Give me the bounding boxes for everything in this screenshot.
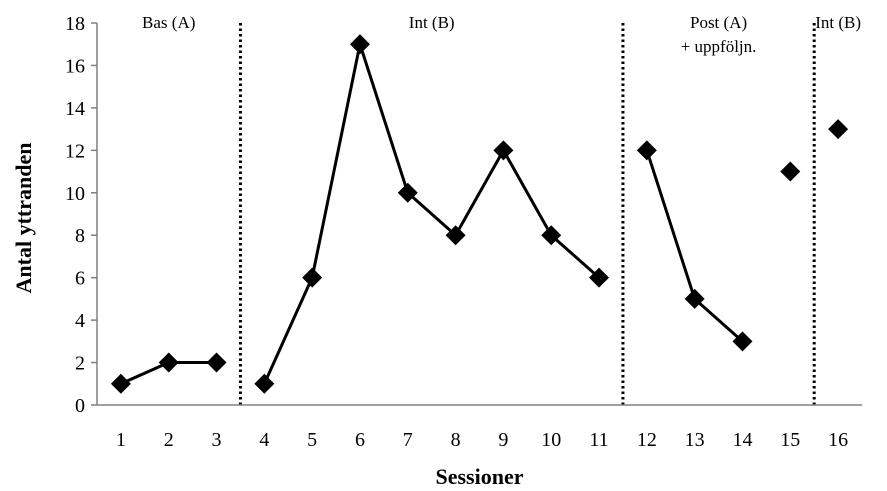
- axes: [91, 22, 862, 406]
- x-tick-label: 15: [780, 429, 800, 451]
- x-axis-title: Sessioner: [436, 464, 524, 489]
- phase-label-line: Int (B): [409, 13, 455, 32]
- data-point: [302, 267, 323, 288]
- x-tick-label: 6: [355, 429, 365, 451]
- data-point: [541, 225, 562, 246]
- series-line: [645, 149, 744, 343]
- phase-labels: Bas (A) Int (B) Post (A) + uppföljn. Int (B): [142, 13, 861, 56]
- data-point: [589, 267, 610, 288]
- data-point: [828, 119, 849, 140]
- data-point: [636, 140, 657, 161]
- data-lines: [120, 42, 744, 386]
- y-tick-label: 18: [65, 13, 85, 35]
- y-tick-label: 16: [65, 55, 85, 77]
- x-tick-label: 9: [498, 429, 508, 451]
- x-tick-label: 5: [307, 429, 317, 451]
- phase-label-line: Bas (A): [142, 13, 195, 32]
- x-tick-label: 7: [403, 429, 413, 451]
- x-tick-label: 13: [685, 429, 705, 451]
- phase-label-line: + uppföljn.: [681, 37, 757, 56]
- x-tick-label: 1: [116, 429, 126, 451]
- x-tick-label: 14: [732, 429, 752, 451]
- data-point: [254, 373, 275, 394]
- y-tick-label: 10: [65, 183, 85, 205]
- data-point: [206, 352, 227, 373]
- x-tick-label: 12: [637, 429, 657, 451]
- y-tick-label: 4: [75, 310, 85, 332]
- x-tick-label: 10: [541, 429, 561, 451]
- y-axis-title: Antal yttranden: [11, 143, 36, 294]
- phase-label: Int (B): [815, 13, 861, 32]
- y-tick-label: 6: [75, 268, 85, 290]
- data-point: [684, 288, 705, 309]
- data-point: [780, 161, 801, 182]
- x-tick-label: 16: [828, 429, 848, 451]
- data-point: [732, 331, 753, 352]
- phase-label-line: Post (A): [690, 13, 747, 32]
- x-tick-label: 11: [589, 429, 608, 451]
- data-markers: [110, 34, 849, 394]
- y-tick-label: 14: [65, 98, 85, 120]
- y-tick-label: 12: [65, 140, 85, 162]
- phase-label: Int (B): [409, 13, 455, 32]
- series-line: [262, 42, 601, 385]
- data-point: [349, 34, 370, 55]
- x-tick-label: 2: [164, 429, 174, 451]
- data-point: [397, 182, 418, 203]
- data-point: [445, 225, 466, 246]
- x-tick-labels: 1 2 3 4 5 6 7 8 9 10 11 12 13 14 15 16: [116, 429, 848, 451]
- phase-lines: [238, 23, 816, 406]
- phase-label: Post (A) + uppföljn.: [681, 13, 757, 56]
- x-tick-label: 3: [212, 429, 222, 451]
- y-tick-label: 2: [75, 353, 85, 375]
- x-tick-label: 4: [259, 429, 269, 451]
- phase-label-line: Int (B): [815, 13, 861, 32]
- x-tick-label: 8: [451, 429, 461, 451]
- y-tick-labels: 0 2 4 6 8 10 12 14 16 18: [65, 13, 85, 417]
- data-point: [493, 140, 514, 161]
- data-point: [110, 373, 131, 394]
- data-point: [158, 352, 179, 373]
- phase-label: Bas (A): [142, 13, 195, 32]
- y-tick-label: 0: [75, 395, 85, 417]
- y-tick-label: 8: [75, 225, 85, 247]
